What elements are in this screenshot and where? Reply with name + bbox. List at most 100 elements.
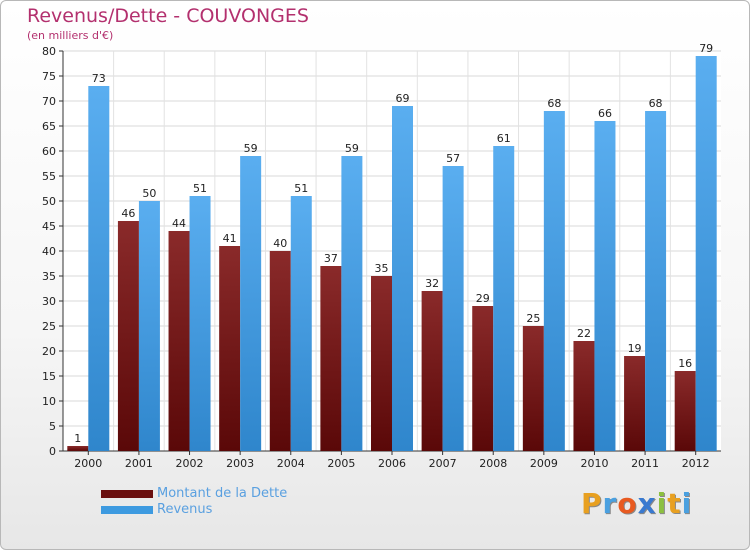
y-tick-label: 80 — [42, 45, 56, 58]
x-tick-label: 2006 — [378, 457, 406, 470]
bar-revenus — [392, 106, 413, 451]
data-label-revenus: 69 — [396, 92, 410, 105]
bar-revenus — [240, 156, 262, 451]
x-tick-label: 2000 — [74, 457, 102, 470]
bars — [67, 56, 717, 451]
data-label-revenus: 59 — [345, 142, 359, 155]
bar-dette — [421, 291, 443, 451]
logo-letter: o — [617, 487, 638, 520]
y-tick-label: 25 — [42, 320, 56, 333]
proxiti-logo: Proxiti — [581, 487, 692, 520]
y-tick-label: 10 — [42, 395, 56, 408]
y-tick-label: 0 — [49, 445, 56, 458]
data-labels: 1 73 46 50 44 51 41 59 40 51 37 59 35 69 32 57 29 61 25 68 2… — [74, 42, 713, 445]
bar-revenus — [645, 111, 667, 451]
bar-dette — [371, 276, 392, 451]
data-label-revenus: 61 — [497, 132, 511, 145]
bar-revenus — [594, 121, 616, 451]
bar-dette — [219, 246, 241, 451]
data-label-dette: 41 — [223, 232, 237, 245]
bar-revenus — [138, 201, 160, 451]
data-label-revenus: 68 — [649, 97, 663, 110]
data-label-dette: 25 — [526, 312, 540, 325]
bar-dette — [117, 221, 139, 451]
logo-letter: x — [637, 487, 657, 520]
data-label-revenus: 68 — [547, 97, 561, 110]
bar-revenus — [543, 111, 565, 451]
bar-revenus — [189, 196, 211, 451]
x-tick-label: 2008 — [479, 457, 507, 470]
x-tick-label: 2002 — [176, 457, 204, 470]
y-tick-label: 40 — [42, 245, 56, 258]
bar-dette — [674, 371, 696, 451]
y-tick-label: 60 — [42, 145, 56, 158]
x-tick-label: 2011 — [631, 457, 659, 470]
bar-dette — [522, 326, 544, 451]
logo-letter: i — [656, 487, 668, 520]
x-tick-label: 2009 — [530, 457, 558, 470]
bar-dette — [320, 266, 342, 451]
data-label-dette: 22 — [577, 327, 591, 340]
data-label-revenus: 59 — [244, 142, 258, 155]
logo-letter: r — [602, 487, 618, 520]
data-label-dette: 29 — [476, 292, 490, 305]
data-label-dette: 37 — [324, 252, 338, 265]
bar-dette — [269, 251, 291, 451]
data-label-revenus: 57 — [446, 152, 460, 165]
x-tick-label: 2001 — [125, 457, 153, 470]
y-tick-label: 5 — [49, 420, 56, 433]
bar-dette — [67, 446, 89, 451]
legend-label-revenus: Revenus — [157, 502, 213, 517]
data-label-revenus: 51 — [294, 182, 308, 195]
data-label-revenus: 79 — [699, 42, 713, 55]
data-label-dette: 44 — [172, 217, 186, 230]
legend-swatch-revenus — [101, 506, 153, 514]
x-tick-label: 2010 — [580, 457, 608, 470]
y-tick-label: 70 — [42, 95, 56, 108]
data-label-revenus: 51 — [193, 182, 207, 195]
bar-dette — [472, 306, 494, 451]
x-tick-label: 2004 — [277, 457, 305, 470]
x-tick-label: 2003 — [226, 457, 254, 470]
bar-revenus — [493, 146, 515, 451]
x-tick-label: 2012 — [682, 457, 710, 470]
data-label-dette: 35 — [375, 262, 389, 275]
bar-revenus — [88, 86, 110, 451]
y-tick-label: 55 — [42, 170, 56, 183]
y-tick-label: 45 — [42, 220, 56, 233]
logo-letter: i — [681, 487, 693, 520]
x-tick-label: 2005 — [327, 457, 355, 470]
logo-letter: P — [581, 487, 603, 520]
y-tick-label: 65 — [42, 120, 56, 133]
bar-revenus — [695, 56, 717, 451]
data-label-dette: 32 — [425, 277, 439, 290]
data-label-revenus: 66 — [598, 107, 612, 120]
chart-title: Revenus/Dette - COUVONGES — [27, 5, 309, 27]
y-tick-label: 35 — [42, 270, 56, 283]
data-label-revenus: 73 — [92, 72, 106, 85]
data-label-revenus: 50 — [142, 187, 156, 200]
bar-revenus — [290, 196, 312, 451]
bar-dette — [624, 356, 646, 451]
y-tick-label: 75 — [42, 70, 56, 83]
chart-subtitle: (en milliers d'€) — [27, 29, 114, 42]
bar-dette — [573, 341, 595, 451]
y-tick-label: 50 — [42, 195, 56, 208]
legend-swatch-dette — [101, 490, 153, 498]
y-tick-label: 20 — [42, 345, 56, 358]
data-label-dette: 1 — [74, 432, 81, 445]
data-label-dette: 40 — [273, 237, 287, 250]
x-tick-label: 2007 — [429, 457, 457, 470]
data-label-dette: 19 — [628, 342, 642, 355]
bar-dette — [168, 231, 190, 451]
y-tick-label: 30 — [42, 295, 56, 308]
y-tick-label: 15 — [42, 370, 56, 383]
data-label-dette: 16 — [678, 357, 692, 370]
logo-letter: t — [667, 487, 682, 520]
bar-revenus — [442, 166, 464, 451]
bar-revenus — [341, 156, 363, 451]
legend-label-dette: Montant de la Dette — [157, 486, 288, 501]
data-label-dette: 46 — [121, 207, 135, 220]
